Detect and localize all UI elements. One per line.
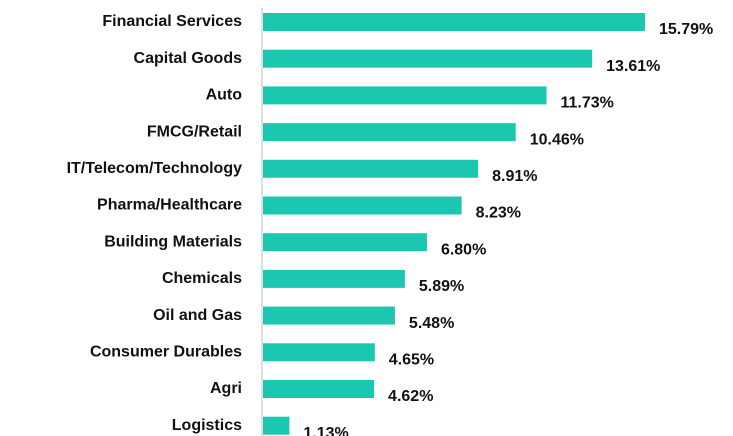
- category-label: Pharma/Healthcare: [97, 197, 242, 214]
- value-label: 1.13%: [303, 425, 348, 436]
- category-label: Capital Goods: [134, 50, 243, 67]
- value-label: 15.79%: [659, 21, 713, 38]
- category-label: Oil and Gas: [153, 307, 242, 324]
- value-label: 6.80%: [441, 241, 486, 258]
- bar: [263, 416, 290, 435]
- category-label: Logistics: [172, 417, 242, 434]
- bar: [263, 269, 405, 288]
- bar: [263, 380, 375, 398]
- bar: [263, 49, 593, 68]
- category-label: IT/Telecom/Technology: [67, 160, 243, 177]
- category-label: Consumer Durables: [90, 344, 242, 361]
- bar: [263, 13, 645, 31]
- value-label: 5.89%: [419, 278, 464, 295]
- value-label: 13.61%: [606, 58, 660, 75]
- category-label: Building Materials: [104, 233, 242, 250]
- category-label: Auto: [206, 87, 243, 104]
- category-label: Financial Services: [102, 13, 242, 30]
- value-label: 8.91%: [492, 168, 537, 185]
- category-label: FMCG/Retail: [147, 123, 242, 140]
- bar: [263, 306, 395, 325]
- category-label: Chemicals: [162, 270, 242, 287]
- value-label: 8.23%: [476, 205, 521, 222]
- category-label: Agri: [210, 380, 242, 397]
- bar: [263, 196, 462, 215]
- bar: [263, 159, 479, 178]
- value-label: 11.73%: [561, 95, 614, 112]
- bar: [263, 86, 547, 105]
- bar: [263, 233, 427, 252]
- bar: [263, 343, 375, 362]
- value-label: 5.48%: [409, 315, 454, 332]
- value-label: 10.46%: [530, 131, 584, 148]
- bar: [263, 123, 516, 142]
- value-label: 4.65%: [389, 352, 434, 369]
- value-label: 4.62%: [388, 388, 433, 405]
